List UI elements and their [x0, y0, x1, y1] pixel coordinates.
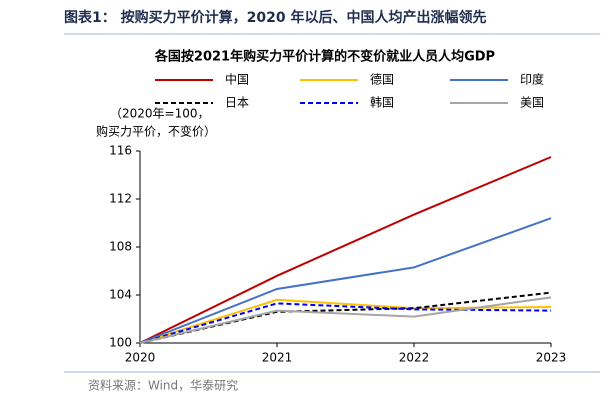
y-tick-label: 116: [109, 144, 132, 158]
series-line: [139, 302, 552, 344]
y-tick-label: 100: [109, 336, 132, 350]
source: 资料来源：Wind，华泰研究: [88, 378, 238, 393]
legend-label: 印度: [520, 72, 544, 87]
legend-label: 日本: [225, 96, 249, 110]
y-label: （2020年=100，: [110, 107, 210, 121]
legend-label: 中国: [225, 72, 249, 87]
x-tick-label: 2020: [125, 351, 156, 365]
series-line: [139, 296, 552, 344]
series-line: [139, 291, 552, 344]
x-tick-label: 2022: [399, 351, 430, 365]
legend-label: 德国: [370, 72, 394, 87]
series-line: [139, 156, 552, 344]
header-title: 图表1： 按购买力平价计算，2020 年以后、中国人均产出涨幅领先: [64, 9, 486, 26]
series-line: [139, 217, 552, 344]
y-tick-label: 112: [109, 192, 132, 206]
y-label: 购买力平价，不变价）: [96, 124, 216, 139]
y-tick-label: 104: [109, 288, 132, 302]
y-tick-label: 108: [109, 240, 132, 254]
x-tick-label: 2021: [262, 351, 293, 365]
legend-label: 美国: [520, 96, 544, 110]
chart-title: 各国按2021年购买力平价计算的不变价就业人员人均GDP: [154, 49, 495, 65]
legend-label: 韩国: [370, 95, 394, 110]
x-tick-label: 2023: [536, 351, 567, 365]
